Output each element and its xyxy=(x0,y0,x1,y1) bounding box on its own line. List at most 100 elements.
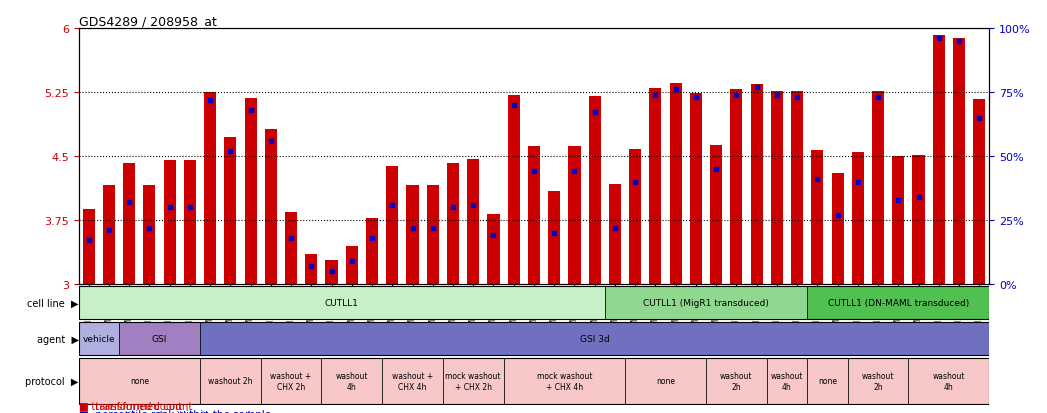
Point xyxy=(384,202,401,209)
Bar xyxy=(609,185,621,284)
Bar xyxy=(83,209,94,284)
Bar xyxy=(588,97,601,284)
Point xyxy=(788,95,805,101)
Bar xyxy=(792,92,803,284)
Bar xyxy=(670,84,682,284)
Bar xyxy=(265,129,276,284)
Text: GDS4289 / 208958_at: GDS4289 / 208958_at xyxy=(79,15,217,28)
FancyBboxPatch shape xyxy=(766,358,807,404)
Point xyxy=(627,179,644,185)
Text: ■  transformed count: ■ transformed count xyxy=(79,401,192,411)
Bar xyxy=(285,213,297,284)
Bar xyxy=(892,157,905,284)
FancyBboxPatch shape xyxy=(200,358,261,404)
FancyBboxPatch shape xyxy=(706,358,766,404)
Point xyxy=(283,235,299,242)
Bar xyxy=(771,92,783,284)
Text: washout
2h: washout 2h xyxy=(720,371,753,391)
Bar xyxy=(569,146,580,284)
Bar xyxy=(406,185,419,284)
FancyBboxPatch shape xyxy=(848,358,909,404)
Point xyxy=(809,176,826,183)
Bar xyxy=(245,99,257,284)
Bar xyxy=(852,152,864,284)
Text: none: none xyxy=(656,377,675,385)
FancyBboxPatch shape xyxy=(909,358,989,404)
Point xyxy=(465,202,482,209)
Text: ■ transformed count: ■ transformed count xyxy=(79,401,181,411)
Text: none: none xyxy=(130,377,149,385)
FancyBboxPatch shape xyxy=(504,358,625,404)
FancyBboxPatch shape xyxy=(119,323,200,356)
Point xyxy=(363,235,380,242)
Bar xyxy=(204,93,216,284)
Point xyxy=(647,92,664,99)
Bar xyxy=(913,156,925,284)
Bar xyxy=(872,92,884,284)
Bar xyxy=(710,145,722,284)
FancyBboxPatch shape xyxy=(79,323,119,356)
Text: mock washout
+ CHX 4h: mock washout + CHX 4h xyxy=(536,371,593,391)
Text: mock washout
+ CHX 2h: mock washout + CHX 2h xyxy=(445,371,502,391)
Point xyxy=(971,115,987,121)
Bar xyxy=(933,36,944,284)
Bar xyxy=(508,95,519,284)
Point xyxy=(81,237,97,244)
Point xyxy=(951,38,967,45)
Text: GSI 3d: GSI 3d xyxy=(580,335,609,344)
Point xyxy=(161,204,178,211)
Point xyxy=(404,225,421,231)
Text: CUTLL1 (DN-MAML transduced): CUTLL1 (DN-MAML transduced) xyxy=(828,298,968,307)
Bar xyxy=(184,161,196,284)
Text: washout
4h: washout 4h xyxy=(933,371,965,391)
Point xyxy=(829,212,846,218)
Point xyxy=(667,87,684,93)
Bar xyxy=(143,185,155,284)
Bar xyxy=(953,39,965,284)
Bar xyxy=(811,151,823,284)
Bar xyxy=(326,261,337,284)
Text: GSI: GSI xyxy=(152,335,168,344)
Bar xyxy=(346,247,358,284)
Point xyxy=(849,179,866,185)
Bar xyxy=(447,164,459,284)
Text: CUTLL1 (MigR1 transduced): CUTLL1 (MigR1 transduced) xyxy=(643,298,768,307)
Point xyxy=(141,225,158,231)
Bar xyxy=(629,150,641,284)
Text: washout 2h: washout 2h xyxy=(208,377,252,385)
Text: none: none xyxy=(818,377,837,385)
Point xyxy=(931,36,948,43)
Text: washout
2h: washout 2h xyxy=(862,371,894,391)
Point xyxy=(263,138,280,145)
Bar xyxy=(427,185,439,284)
Bar xyxy=(366,219,378,284)
Point xyxy=(101,228,117,234)
Point xyxy=(708,166,725,173)
Bar xyxy=(751,85,762,284)
Text: CUTLL1: CUTLL1 xyxy=(325,298,359,307)
Text: agent  ▶: agent ▶ xyxy=(37,334,79,344)
Text: washout
4h: washout 4h xyxy=(771,371,803,391)
Bar xyxy=(224,138,237,284)
Point xyxy=(506,102,522,109)
Bar xyxy=(103,185,115,284)
Point xyxy=(910,194,927,201)
Point xyxy=(566,169,583,175)
Point xyxy=(324,268,340,275)
FancyBboxPatch shape xyxy=(625,358,706,404)
Point xyxy=(424,225,441,231)
Point xyxy=(445,204,462,211)
FancyBboxPatch shape xyxy=(200,323,989,356)
FancyBboxPatch shape xyxy=(79,358,200,404)
Text: protocol  ▶: protocol ▶ xyxy=(25,376,79,386)
Point xyxy=(202,97,219,104)
Point xyxy=(485,233,502,239)
Bar xyxy=(386,167,398,284)
Bar xyxy=(467,160,480,284)
Point xyxy=(343,258,360,265)
FancyBboxPatch shape xyxy=(807,286,989,319)
Text: vehicle: vehicle xyxy=(83,335,115,344)
Bar xyxy=(163,161,176,284)
Bar xyxy=(731,90,742,284)
Point xyxy=(303,263,319,270)
